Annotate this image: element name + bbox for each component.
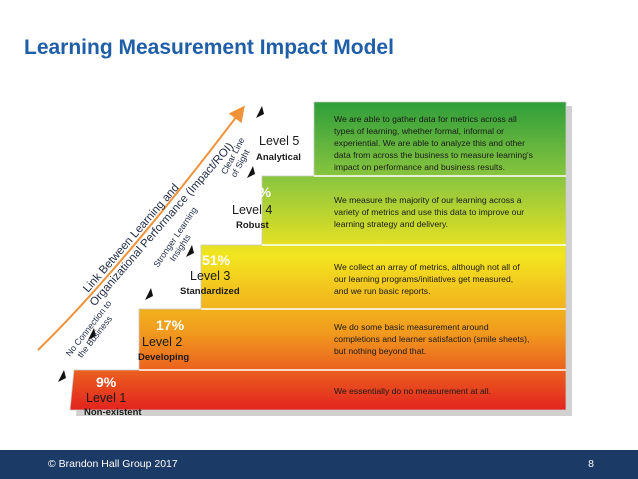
level-4-percent: 17% xyxy=(243,184,272,200)
level-3-description: We collect an array of metrics, although… xyxy=(334,262,522,296)
description-line: types of learning, whether formal, infor… xyxy=(334,126,504,136)
level-1-label: Level 1 xyxy=(86,391,126,405)
slide-title: Learning Measurement Impact Model xyxy=(24,36,394,59)
level-5-label: Level 5 xyxy=(259,134,299,148)
level-3-block: 51% Level 3 Standardized We collect an a… xyxy=(180,252,522,297)
step-arrow-icon xyxy=(88,328,96,340)
description-line: data from across the business to measure… xyxy=(334,150,533,160)
description-line: impact on performance and business resul… xyxy=(334,162,505,172)
level-4-description: We measure the majority of our learning … xyxy=(334,195,527,229)
level-5-block: 6% Level 5 Analytical We are able to gat… xyxy=(256,114,535,172)
level-4-name: Robust xyxy=(236,220,270,231)
level-1-percent: 9% xyxy=(96,374,117,390)
footer: © Brandon Hall Group 2017 8 xyxy=(0,450,638,479)
step-arrow-icon xyxy=(145,288,153,300)
level-5-name: Analytical xyxy=(256,152,301,163)
description-line: We are able to gather data for metrics a… xyxy=(334,114,517,124)
description-line: We do some basic measurement around xyxy=(334,322,489,332)
description-line: We measure the majority of our learning … xyxy=(334,195,522,205)
footer-copyright: © Brandon Hall Group 2017 xyxy=(48,458,178,470)
row-dividers xyxy=(139,175,566,371)
level-2-block: 17% Level 2 Developing We do some basic … xyxy=(138,317,532,363)
level-1-name: Non-existent xyxy=(84,407,142,418)
step-arrow-icon xyxy=(58,370,66,382)
level-1-description: We essentially do no measurement at all. xyxy=(334,386,491,396)
level-2-label: Level 2 xyxy=(142,335,182,349)
level-2-percent: 17% xyxy=(156,317,185,333)
description-line: but nothing beyond that. xyxy=(334,346,426,356)
description-line: and we run basic reports. xyxy=(334,286,431,296)
orange-arrow xyxy=(37,105,245,351)
level-5-percent: 6% xyxy=(271,114,292,130)
big-arrow-label-line: Link Between Learning and xyxy=(81,182,182,295)
description-line: We essentially do no measurement at all. xyxy=(334,386,491,396)
level-3-name: Standardized xyxy=(180,286,240,297)
description-line: completions and learner satisfaction (sm… xyxy=(334,334,529,344)
page-number: 8 xyxy=(588,458,594,470)
description-line: learning strategy and delivery. xyxy=(334,219,448,229)
step-arrows xyxy=(58,106,264,382)
level-2-description: We do some basic measurement around comp… xyxy=(334,322,532,356)
level-3-label: Level 3 xyxy=(190,269,230,283)
level-2-name: Developing xyxy=(138,352,189,363)
level-3-percent: 51% xyxy=(202,252,231,268)
step-arrow-icon xyxy=(256,106,264,118)
description-line: variety of metrics and use this data to … xyxy=(334,207,524,217)
impact-model-diagram: Link Between Learning and Organizational… xyxy=(37,101,572,418)
step-arrow-icon xyxy=(186,245,194,257)
step-arrow-icon xyxy=(247,166,255,178)
level-4-block: 17% Level 4 Robust We measure the majori… xyxy=(232,184,527,231)
description-line: experiential. We are able to analyze thi… xyxy=(334,138,525,148)
description-line: our learning programs/initiatives get me… xyxy=(334,274,513,284)
level-1-block: 9% Level 1 Non-existent We essentially d… xyxy=(84,374,491,418)
staircase xyxy=(69,101,567,411)
level-5-description: We are able to gather data for metrics a… xyxy=(334,114,535,172)
description-line: We collect an array of metrics, although… xyxy=(334,262,520,272)
level-4-label: Level 4 xyxy=(232,203,272,217)
